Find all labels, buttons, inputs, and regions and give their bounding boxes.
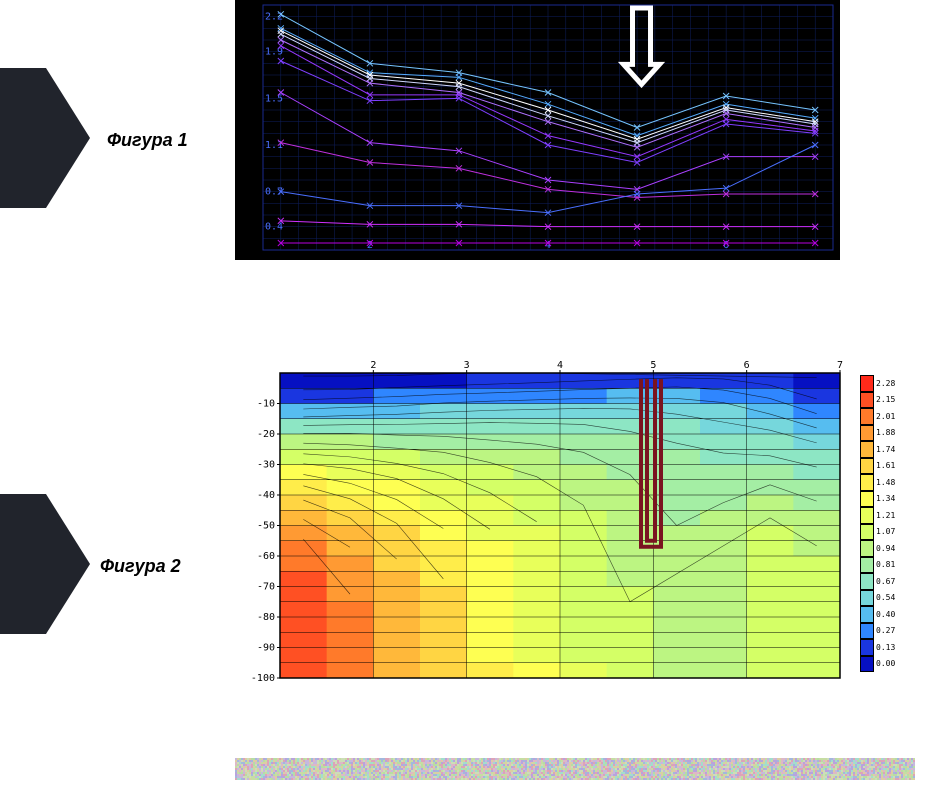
colorbar-swatch: [860, 656, 874, 673]
colorbar-swatch: [860, 392, 874, 409]
colorbar-row: 1.61: [860, 458, 915, 475]
svg-text:-30: -30: [257, 460, 275, 471]
colorbar-value: 0.40: [876, 610, 895, 619]
colorbar-swatch: [860, 639, 874, 656]
colorbar-value: 2.01: [876, 412, 895, 421]
figure1-chart: 0.40.71.11.51.92.2246: [235, 0, 840, 260]
figure1-label: Фигура 1: [107, 130, 188, 151]
svg-text:-70: -70: [257, 582, 275, 593]
svg-text:1.5: 1.5: [265, 93, 283, 104]
colorbar-value: 1.74: [876, 445, 895, 454]
colorbar-value: 0.00: [876, 659, 895, 668]
svg-text:-10: -10: [257, 399, 275, 410]
colorbar-row: 1.21: [860, 507, 915, 524]
svg-text:-50: -50: [257, 521, 275, 532]
figure2-svg: 2 3 4 5 6 7 -10 -20 -30 -40 -50 -60 -70 -80 -90 -100: [235, 355, 855, 695]
colorbar-value: 1.61: [876, 461, 895, 470]
colorbar-row: 1.07: [860, 524, 915, 541]
colorbar-value: 1.21: [876, 511, 895, 520]
colorbar-value: 2.28: [876, 379, 895, 388]
svg-text:-100: -100: [251, 673, 275, 684]
colorbar-value: 1.07: [876, 527, 895, 536]
svg-text:7: 7: [837, 360, 843, 371]
colorbar-swatch: [860, 375, 874, 392]
svg-text:2: 2: [370, 360, 376, 371]
svg-text:-40: -40: [257, 490, 275, 501]
figure1-marker: [0, 68, 90, 208]
colorbar-swatch: [860, 507, 874, 524]
figure2-chart: 2 3 4 5 6 7 -10 -20 -30 -40 -50 -60 -70 -80 -90 -100 2.…: [235, 355, 915, 695]
colorbar-swatch: [860, 557, 874, 574]
colorbar-swatch: [860, 540, 874, 557]
colorbar-row: 1.88: [860, 425, 915, 442]
colorbar-row: 1.74: [860, 441, 915, 458]
colorbar-row: 0.67: [860, 573, 915, 590]
svg-text:-90: -90: [257, 643, 275, 654]
svg-text:4: 4: [557, 360, 563, 371]
svg-text:5: 5: [650, 360, 656, 371]
colorbar-row: 0.40: [860, 606, 915, 623]
figure1-pentagon: [0, 68, 90, 208]
svg-text:1.9: 1.9: [265, 47, 283, 58]
svg-text:-20: -20: [257, 429, 275, 440]
colorbar-row: 0.27: [860, 623, 915, 640]
svg-text:-80: -80: [257, 612, 275, 623]
colorbar-swatch: [860, 425, 874, 442]
figure2-pentagon: [0, 494, 90, 634]
colorbar-value: 1.34: [876, 494, 895, 503]
colorbar-swatch: [860, 408, 874, 425]
colorbar-value: 0.94: [876, 544, 895, 553]
figure2-marker: [0, 494, 90, 634]
colorbar-value: 0.67: [876, 577, 895, 586]
colorbar-value: 0.54: [876, 593, 895, 602]
colorbar-row: 0.94: [860, 540, 915, 557]
colorbar-swatch: [860, 491, 874, 508]
colorbar-value: 0.81: [876, 560, 895, 569]
colorbar-swatch: [860, 441, 874, 458]
colorbar-value: 1.48: [876, 478, 895, 487]
colorbar-row: 2.15: [860, 392, 915, 409]
colorbar-value: 0.27: [876, 626, 895, 635]
colorbar-row: 0.13: [860, 639, 915, 656]
colorbar-row: 1.48: [860, 474, 915, 491]
colorbar-row: 0.54: [860, 590, 915, 607]
svg-text:-60: -60: [257, 551, 275, 562]
colorbar-value: 2.15: [876, 395, 895, 404]
figure1-svg: 0.40.71.11.51.92.2246: [235, 0, 840, 260]
colorbar-value: 0.13: [876, 643, 895, 652]
colorbar-row: 1.34: [860, 491, 915, 508]
colorbar-swatch: [860, 606, 874, 623]
noise-strip: [235, 758, 915, 780]
colorbar-value: 1.88: [876, 428, 895, 437]
colorbar-swatch: [860, 474, 874, 491]
colorbar-swatch: [860, 590, 874, 607]
colorbar-row: 0.00: [860, 656, 915, 673]
colorbar-row: 2.01: [860, 408, 915, 425]
svg-text:6: 6: [744, 360, 750, 371]
noise-svg: [235, 758, 915, 780]
figure2-label: Фигура 2: [100, 556, 181, 577]
colorbar-swatch: [860, 458, 874, 475]
colorbar-row: 2.28: [860, 375, 915, 392]
svg-text:3: 3: [464, 360, 470, 371]
svg-text:0.4: 0.4: [265, 222, 283, 233]
colorbar-row: 0.81: [860, 557, 915, 574]
colorbar-swatch: [860, 524, 874, 541]
colorbar: 2.28 2.15 2.01 1.88 1.74 1.61 1.48 1.34 1.21 1.07…: [860, 375, 915, 675]
colorbar-swatch: [860, 623, 874, 640]
colorbar-swatch: [860, 573, 874, 590]
